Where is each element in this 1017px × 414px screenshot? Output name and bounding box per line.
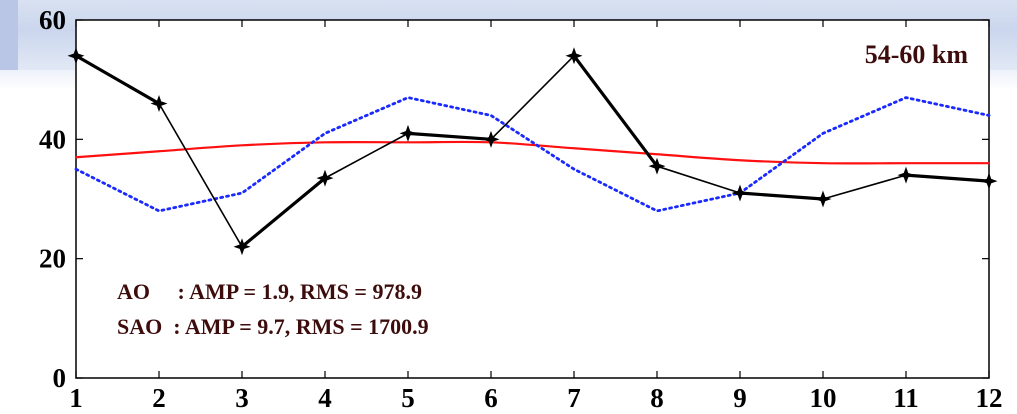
y-tick-label: 40 (39, 124, 66, 154)
series-segment (738, 191, 825, 201)
data-point (731, 184, 749, 202)
data-point (565, 47, 583, 65)
x-tick-label: 1 (69, 383, 83, 413)
x-tick-label: 8 (650, 383, 664, 413)
data-point (482, 130, 500, 148)
x-tick-label: 3 (235, 383, 249, 413)
x-tick-label: 4 (318, 383, 332, 413)
series-segment (822, 174, 907, 200)
x-tick-label: 5 (401, 383, 415, 413)
series-segment (572, 54, 659, 168)
x-tick-label: 7 (567, 383, 581, 413)
axes (75, 19, 990, 379)
marker-layer (67, 47, 998, 256)
data-point (67, 47, 85, 65)
data-point (648, 157, 666, 175)
data-point (399, 124, 417, 142)
y-tick-label: 0 (53, 363, 67, 393)
x-tick-label: 6 (484, 383, 498, 413)
region-label: 54-60 km (865, 40, 969, 69)
ao-series-line (74, 140, 991, 165)
sao-series-line (74, 96, 991, 213)
ao-stats-label: AO : AMP = 1.9, RMS = 978.9 (117, 279, 422, 304)
data-point (897, 166, 915, 184)
y-tick-label: 60 (39, 5, 66, 35)
data-point (814, 190, 832, 208)
data-point (233, 238, 251, 256)
series-segment (158, 102, 243, 248)
x-tick-label: 11 (893, 383, 919, 413)
plot-area (75, 19, 990, 379)
data-point (150, 95, 168, 113)
x-tick-label: 2 (152, 383, 166, 413)
y-tick-label: 20 (39, 244, 66, 274)
data-point (980, 172, 998, 190)
data-point (316, 169, 334, 187)
sao-stats-label: SAO : AMP = 9.7, RMS = 1700.9 (117, 314, 429, 339)
series-layer (74, 54, 991, 249)
series-segment (324, 132, 409, 179)
series-segment (490, 54, 575, 141)
series-segment (74, 54, 161, 106)
series-segment (406, 131, 493, 141)
series-segment (656, 165, 741, 194)
x-tick-label: 10 (810, 383, 837, 413)
x-tick-label: 12 (976, 383, 1003, 413)
x-tick-label: 9 (733, 383, 747, 413)
series-segment (904, 173, 991, 183)
series-segment (240, 176, 327, 249)
